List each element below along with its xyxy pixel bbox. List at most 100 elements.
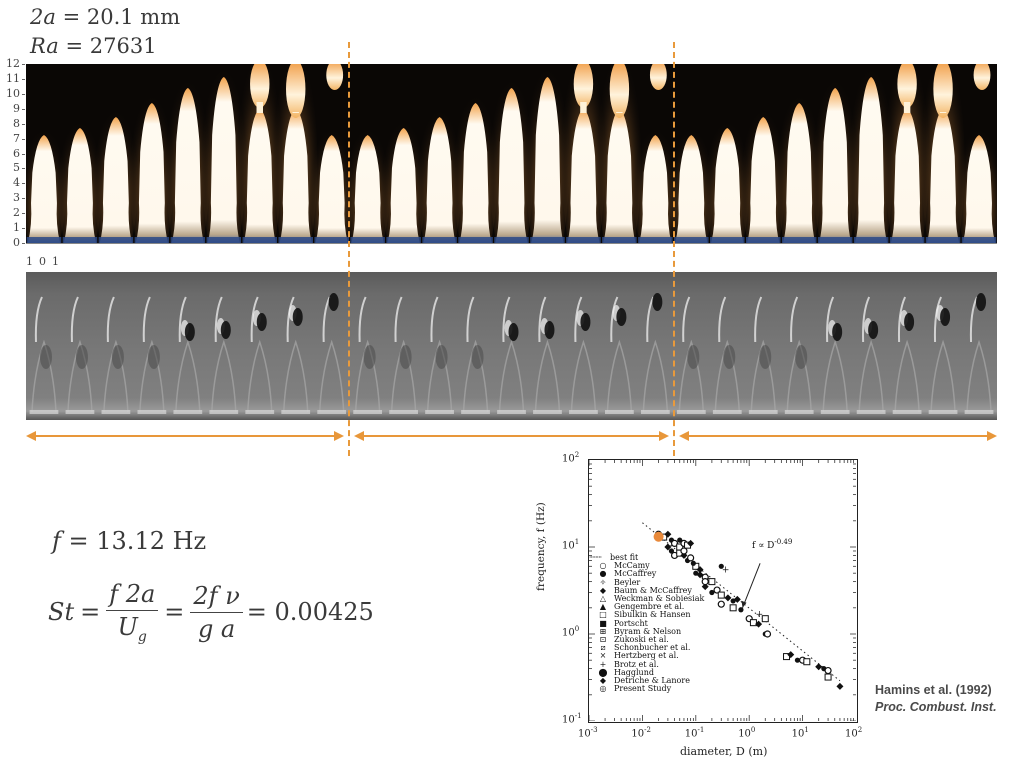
data-point — [724, 594, 732, 602]
schlieren-frame — [353, 296, 383, 414]
flame-frame — [418, 108, 462, 243]
x-tick-label: 10-3 — [578, 726, 598, 740]
legend-label: Hertzberg et al. — [614, 651, 679, 661]
data-point — [709, 589, 715, 596]
y-tick-label: 11 — [6, 71, 20, 85]
legend-label: McCaffrey — [614, 569, 657, 579]
fraction-one-numerator: f 2a — [106, 580, 159, 611]
rayleigh-value: = 27631 — [65, 34, 157, 58]
legend-label: Zukoski et al. — [614, 635, 669, 645]
arrowhead-right-icon — [659, 431, 669, 441]
y-tick-label: 6 — [13, 146, 20, 160]
flame-frame — [382, 119, 426, 243]
flame-frame — [274, 64, 318, 243]
chart-legend: ········ best fit ○ McCamy ● McCaffrey ✧ Beyler… — [589, 553, 705, 693]
data-point — [670, 539, 679, 547]
strouhal-value: = 0.00425 — [246, 598, 374, 627]
flame-frame — [597, 64, 641, 243]
flame-frame — [94, 108, 138, 243]
fraction-two-denominator: g a — [197, 614, 236, 643]
schlieren-frame — [209, 296, 239, 414]
citation-authors: Hamins et al. (1992) — [875, 683, 992, 697]
x-tick-label: 10-1 — [684, 726, 705, 740]
y-tick-mark — [22, 108, 25, 110]
legend-item: ◆ Detriche & Lanore — [592, 676, 704, 685]
y-tick-mark — [22, 213, 25, 215]
data-point — [749, 619, 757, 627]
flame-frame — [130, 93, 174, 243]
legend-marker-icon: ✧ — [599, 577, 607, 587]
schlieren-frame — [605, 296, 634, 414]
y-tick-label: 1 — [13, 221, 20, 235]
legend-item: ◆ Baum & McCaffrey — [592, 585, 704, 595]
flame-frame — [705, 119, 749, 243]
velocity-symbol: U — [117, 613, 138, 641]
flame-image-sequence — [26, 64, 997, 244]
data-point — [729, 604, 737, 612]
data-point — [761, 615, 769, 623]
y-tick-label: 8 — [13, 116, 20, 130]
legend-item: ⊡ Zukoski et al. — [592, 635, 704, 645]
flame-frame — [166, 77, 210, 243]
legend-item: ◎ Present Study — [592, 685, 704, 693]
data-point — [690, 560, 696, 566]
citation-journal: Proc. Combust. Inst. — [875, 700, 997, 714]
y-tick-mark — [22, 228, 25, 230]
schlieren-frame — [137, 296, 167, 414]
fraction-one: f 2a Ug — [106, 580, 159, 645]
chart-y-axis-label: frequency, f (Hz) — [535, 502, 547, 591]
y-tick-label: 10 — [6, 86, 20, 100]
arrow-shaft — [362, 435, 661, 437]
schlieren-frame — [820, 296, 850, 414]
y-tick-mark — [22, 78, 25, 80]
flame-x-tick-labels: 101 — [26, 256, 65, 267]
data-point — [717, 600, 725, 608]
data-point — [763, 630, 772, 638]
data-point — [680, 547, 688, 555]
flame-frame — [669, 127, 713, 243]
legend-label: best fit — [610, 553, 639, 562]
schlieren-frame — [712, 296, 742, 414]
legend-item: ▲ Gengembre et al. — [592, 603, 704, 611]
schlieren-frame — [281, 296, 311, 414]
legend-label: Weckman & Sobiesiak — [614, 594, 705, 604]
legend-label: Baum & McCaffrey — [614, 585, 692, 595]
velocity-subscript: g — [137, 628, 147, 645]
data-point — [668, 548, 675, 554]
legend-label: Gengembre et al. — [614, 602, 685, 612]
schlieren-frame — [29, 296, 59, 414]
flame-frame — [489, 77, 534, 243]
flame-frame — [741, 108, 785, 243]
data-point — [803, 658, 811, 666]
legend-item: ⧄ Schonbucher et al. — [592, 644, 704, 652]
data-point — [696, 566, 704, 574]
arrow-shaft — [687, 435, 989, 437]
rayleigh-equation: Ra = 27631 — [30, 34, 157, 58]
legend-label: Present Study — [614, 684, 672, 694]
legend-label: Sibulkin & Hansen — [614, 610, 691, 620]
flame-frame — [813, 77, 857, 243]
frequency-value: = 13.12 Hz — [68, 527, 207, 555]
y-tick-mark — [22, 183, 25, 185]
equals-sign: = — [80, 598, 101, 627]
y-tick-mark — [22, 123, 25, 125]
y-tick-mark — [22, 168, 25, 170]
data-point — [794, 657, 801, 663]
legend-marker-icon: △ — [599, 594, 607, 604]
y-tick-mark — [22, 93, 25, 95]
fraction-one-denominator: Ug — [118, 611, 147, 645]
chart-data-layer: ++ — [589, 460, 856, 721]
y-tick-label: 0 — [13, 236, 20, 249]
y-tick-label: 10-1 — [562, 712, 582, 726]
schlieren-frame — [928, 296, 958, 414]
diameter-symbol: 2a — [30, 5, 56, 29]
flame-frame — [525, 65, 570, 243]
data-point — [836, 682, 844, 690]
arrow-shaft — [34, 435, 336, 437]
legend-marker-icon: ⬤ — [598, 667, 608, 677]
legend-marker-icon: □ — [599, 610, 607, 620]
legend-marker-icon: ● — [599, 569, 607, 579]
x-tick-label: 100 — [738, 726, 756, 740]
fraction-two: 2f ν g a — [190, 582, 243, 643]
schlieren-frame — [317, 293, 347, 414]
